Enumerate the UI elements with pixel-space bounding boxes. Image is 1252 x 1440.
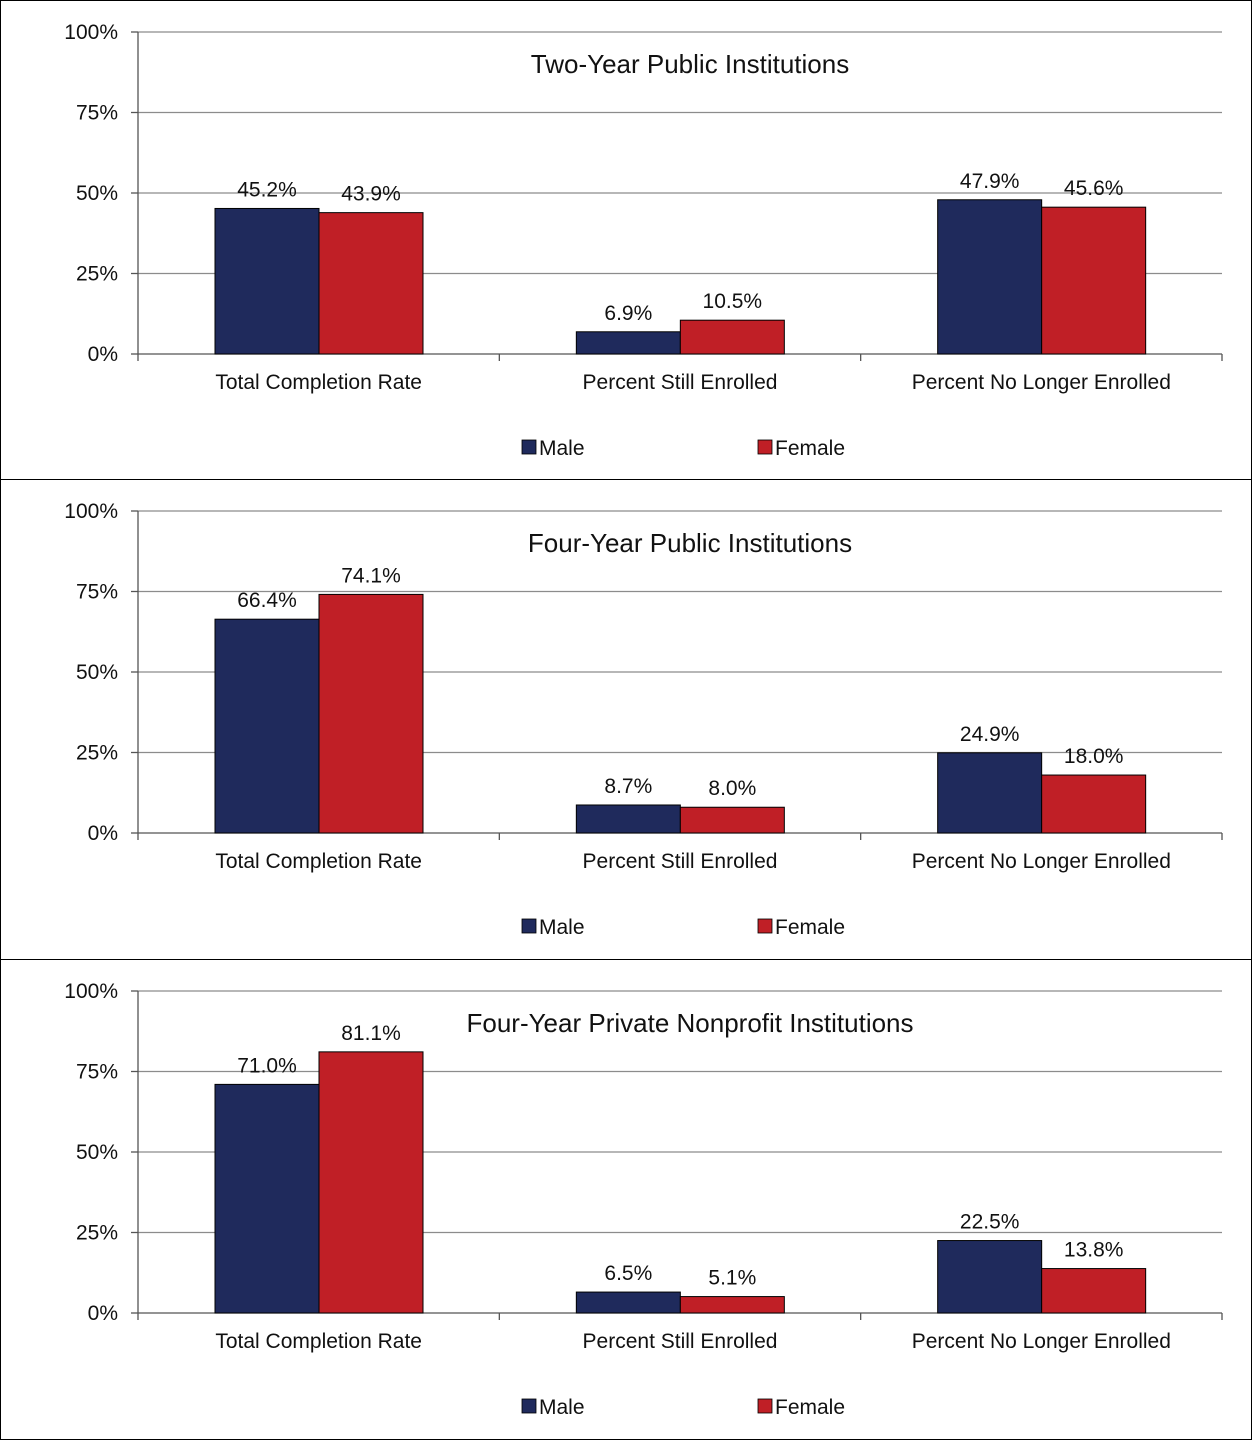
bar-chart-two-year-public: 0% 25% 50% 75% 100% Two-Year Public Instituti… bbox=[64, 21, 1223, 460]
y-tick-label: 50% bbox=[76, 661, 118, 684]
x-category-label: Total Completion Rate bbox=[215, 850, 422, 873]
y-tick-label: 75% bbox=[76, 102, 118, 125]
y-tick-label: 75% bbox=[76, 1061, 118, 1084]
bar-female bbox=[679, 319, 785, 355]
legend-swatch-female bbox=[757, 439, 773, 455]
bar-female bbox=[679, 806, 785, 834]
bar-male bbox=[575, 1291, 681, 1314]
data-label: 43.9% bbox=[341, 183, 401, 206]
data-label: 45.6% bbox=[1064, 177, 1124, 200]
bar-chart-four-year-public: 0% 25% 50% 75% 100% Four-Year Public Institut… bbox=[64, 500, 1223, 939]
data-label: 71.0% bbox=[237, 1054, 297, 1077]
y-tick-label: 25% bbox=[76, 263, 118, 286]
bar-male bbox=[214, 1083, 320, 1314]
legend-swatch-male bbox=[521, 1398, 537, 1414]
legend-swatch-female bbox=[757, 1398, 773, 1414]
data-label: 10.5% bbox=[703, 290, 763, 313]
chart-title: Four-Year Private Nonprofit Institutions bbox=[466, 1008, 913, 1038]
data-label: 18.0% bbox=[1064, 745, 1124, 768]
bar-male bbox=[937, 199, 1043, 355]
chart-title: Four-Year Public Institutions bbox=[528, 528, 852, 558]
bar-male bbox=[214, 618, 320, 834]
x-category-label: Percent No Longer Enrolled bbox=[912, 371, 1171, 394]
data-label: 45.2% bbox=[237, 178, 297, 201]
data-label: 6.5% bbox=[604, 1262, 652, 1285]
data-label: 81.1% bbox=[341, 1022, 401, 1045]
data-label: 22.5% bbox=[960, 1211, 1020, 1234]
bar-female bbox=[1041, 1268, 1147, 1314]
x-category-label: Total Completion Rate bbox=[215, 1330, 422, 1353]
data-label: 66.4% bbox=[237, 589, 297, 612]
legend-swatch-male bbox=[521, 918, 537, 934]
y-tick-label: 50% bbox=[76, 1141, 118, 1164]
y-tick-label: 25% bbox=[76, 1222, 118, 1245]
legend-label-female: Female bbox=[775, 916, 845, 939]
x-category-label: Percent Still Enrolled bbox=[583, 1330, 778, 1353]
bar-female bbox=[1041, 206, 1147, 355]
y-tick-label: 100% bbox=[64, 21, 118, 44]
y-tick-label: 0% bbox=[88, 822, 118, 845]
legend-swatch-male bbox=[521, 439, 537, 455]
bar-chart-four-year-private: 0% 25% 50% 75% 100% Four-Year Private Nonprof… bbox=[64, 980, 1223, 1419]
chart-title: Two-Year Public Institutions bbox=[531, 49, 849, 79]
legend-label-female: Female bbox=[775, 1396, 845, 1419]
bar-female bbox=[1041, 774, 1147, 834]
bar-female bbox=[318, 593, 424, 834]
x-category-label: Total Completion Rate bbox=[215, 371, 422, 394]
x-category-label: Percent No Longer Enrolled bbox=[912, 1330, 1171, 1353]
bar-male bbox=[575, 331, 681, 355]
legend-swatch-female bbox=[757, 918, 773, 934]
x-category-label: Percent Still Enrolled bbox=[583, 850, 778, 873]
bar-male bbox=[214, 207, 320, 355]
y-tick-label: 50% bbox=[76, 182, 118, 205]
data-label: 5.1% bbox=[708, 1267, 756, 1290]
data-label: 47.9% bbox=[960, 170, 1020, 193]
y-tick-label: 100% bbox=[64, 980, 118, 1003]
chart-panel-four-year-private: 0% 25% 50% 75% 100% Four-Year Private Nonprof… bbox=[0, 960, 1252, 1440]
bar-female bbox=[679, 1296, 785, 1314]
legend-label-female: Female bbox=[775, 437, 845, 460]
y-tick-label: 0% bbox=[88, 343, 118, 366]
y-tick-label: 75% bbox=[76, 581, 118, 604]
bar-male bbox=[575, 804, 681, 834]
legend-label-male: Male bbox=[539, 1396, 585, 1419]
data-label: 8.7% bbox=[604, 775, 652, 798]
legend-label-male: Male bbox=[539, 916, 585, 939]
bar-female bbox=[318, 212, 424, 355]
data-label: 8.0% bbox=[708, 777, 756, 800]
chart-panel-four-year-public: 0% 25% 50% 75% 100% Four-Year Public Institut… bbox=[0, 480, 1252, 960]
data-label: 6.9% bbox=[604, 302, 652, 325]
data-label: 74.1% bbox=[341, 564, 401, 587]
chart-panel-two-year-public: 0% 25% 50% 75% 100% Two-Year Public Instituti… bbox=[0, 0, 1252, 480]
bar-male bbox=[937, 752, 1043, 834]
y-tick-label: 100% bbox=[64, 500, 118, 523]
bar-female bbox=[318, 1051, 424, 1314]
bar-male bbox=[937, 1240, 1043, 1314]
data-label: 13.8% bbox=[1064, 1239, 1124, 1262]
x-category-label: Percent Still Enrolled bbox=[583, 371, 778, 394]
y-tick-label: 25% bbox=[76, 742, 118, 765]
y-tick-label: 0% bbox=[88, 1302, 118, 1325]
x-category-label: Percent No Longer Enrolled bbox=[912, 850, 1171, 873]
legend-label-male: Male bbox=[539, 437, 585, 460]
data-label: 24.9% bbox=[960, 723, 1020, 746]
